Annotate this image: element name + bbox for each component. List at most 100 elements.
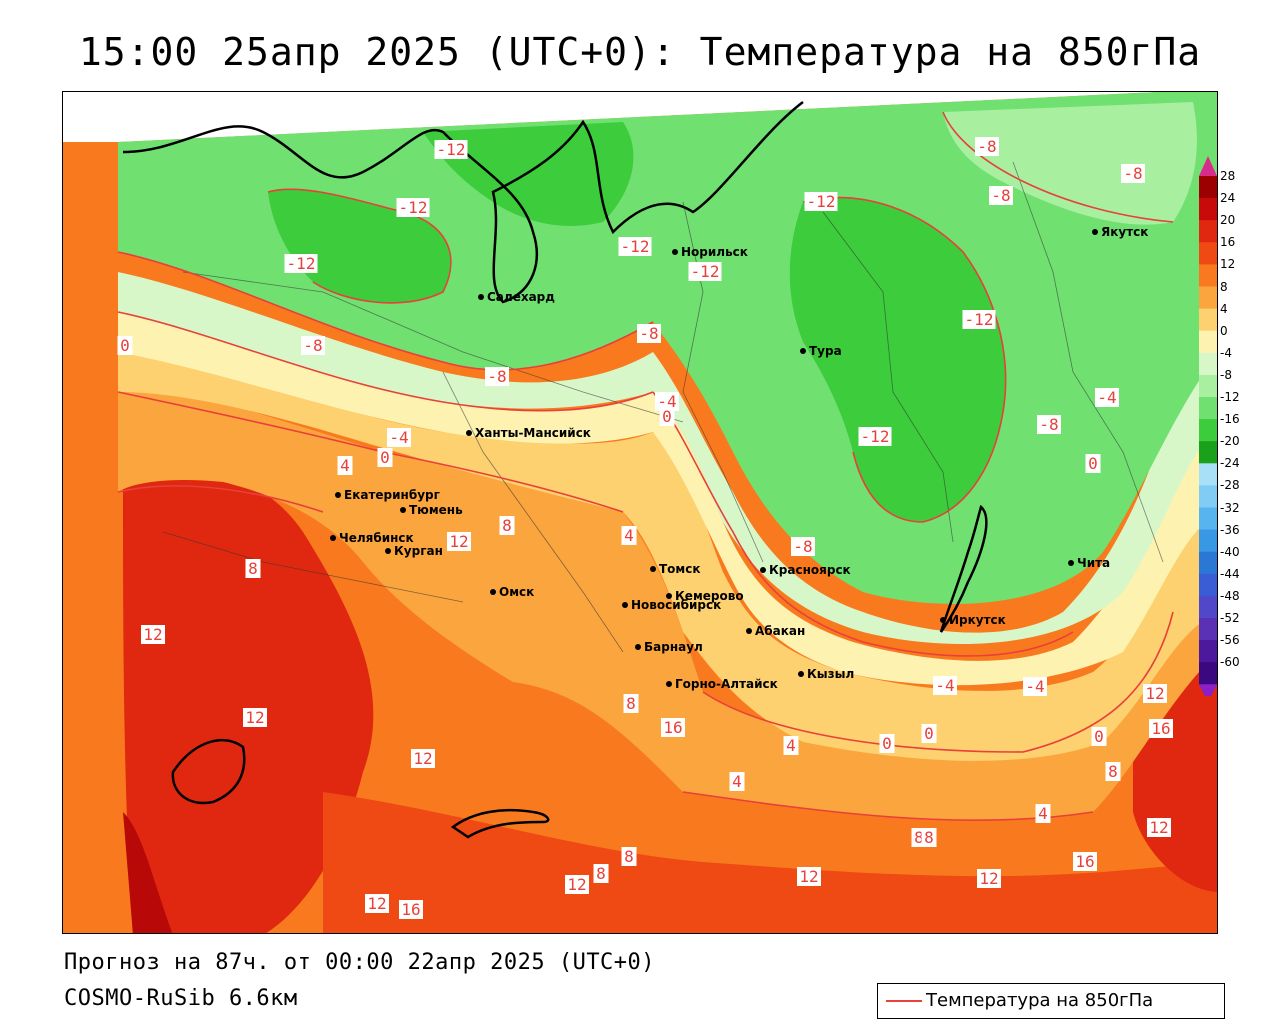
isotherm-label-text: 8 bbox=[914, 828, 924, 847]
colorbar-tick-label: -52 bbox=[1220, 611, 1240, 625]
isotherm-label-text: 0 bbox=[120, 336, 130, 355]
isotherm-label: 0 bbox=[879, 734, 895, 753]
baikal-lake bbox=[939, 504, 988, 633]
isotherm-label: 8 bbox=[245, 559, 261, 578]
city-dot bbox=[666, 593, 672, 599]
isotherm-label-text: 8 bbox=[502, 516, 512, 535]
colorbar-swatch bbox=[1199, 507, 1217, 531]
isotherm-label: -8 bbox=[637, 324, 661, 343]
isotherm-label: -8 bbox=[989, 186, 1013, 205]
isotherm-label: 12 bbox=[565, 875, 589, 894]
city-label: Курган bbox=[394, 544, 443, 558]
isotherm-label: 4 bbox=[621, 526, 637, 545]
isotherm-label-text: 12 bbox=[567, 875, 586, 894]
isotherm-label-text: 12 bbox=[979, 869, 998, 888]
legend-line-swatch bbox=[886, 1000, 922, 1002]
isotherm-label-text: 8 bbox=[248, 559, 258, 578]
city-dot bbox=[760, 567, 766, 573]
isotherm-label: 12 bbox=[243, 708, 267, 727]
city-label: Салехард bbox=[487, 290, 555, 304]
colorbar-swatch bbox=[1199, 463, 1217, 486]
colorbar-tick-label: -12 bbox=[1220, 390, 1240, 404]
colorbar-tick-label: -24 bbox=[1220, 456, 1240, 471]
isotherm-label-text: 8 bbox=[924, 828, 934, 847]
city-dot bbox=[1092, 229, 1098, 235]
colorbar-tick-label: 12 bbox=[1220, 257, 1236, 272]
isotherm-label-text: 12 bbox=[1145, 684, 1164, 703]
isotherm-lines bbox=[117, 111, 1174, 822]
isotherm-label: 16 bbox=[1149, 719, 1173, 738]
isotherm-label: 0 bbox=[659, 407, 675, 426]
isotherm-label-text: 12 bbox=[245, 708, 264, 727]
field-minus4 bbox=[118, 272, 1217, 644]
isotherm-label: -12 bbox=[434, 140, 468, 159]
colorbar-swatch bbox=[1199, 529, 1217, 553]
isotherm-label-text: -12 bbox=[287, 254, 316, 273]
isotherm-label-text: 0 bbox=[1094, 727, 1104, 746]
colorbar-swatch bbox=[1199, 441, 1217, 464]
aral-sea bbox=[171, 738, 246, 805]
colorbar-swatch bbox=[1199, 242, 1217, 265]
city-dot bbox=[666, 681, 672, 687]
field-16-southwest bbox=[123, 468, 374, 933]
colorbar-tick-label: -28 bbox=[1220, 478, 1240, 493]
colorbar-swatch bbox=[1199, 198, 1217, 221]
isotherm-label-text: 4 bbox=[786, 736, 796, 755]
isotherm-label-text: 0 bbox=[882, 734, 892, 753]
colorbar-swatch bbox=[1199, 176, 1217, 199]
colorbar-bottom-arrow bbox=[1199, 684, 1217, 696]
isotherm-label: 8 bbox=[499, 516, 515, 535]
city-dot bbox=[798, 671, 804, 677]
isotherm-label-text: -12 bbox=[399, 198, 428, 217]
city-label: Чита bbox=[1077, 556, 1110, 570]
isotherm-label-text: 12 bbox=[367, 894, 386, 913]
isotherm-label: 12 bbox=[797, 867, 821, 886]
isotherm-label: 16 bbox=[661, 718, 685, 737]
colorbar-tick-label: -56 bbox=[1220, 633, 1240, 648]
colorbar-tick-label: -32 bbox=[1220, 500, 1240, 515]
colorbar-tick-label: 4 bbox=[1220, 301, 1228, 316]
isotherm-label-text: 8 bbox=[626, 694, 636, 713]
colorbar-swatch bbox=[1199, 618, 1217, 641]
city-label: Иркутск bbox=[949, 613, 1006, 627]
colorbar-swatch bbox=[1199, 397, 1217, 420]
isotherm-label-text: -12 bbox=[691, 262, 720, 281]
colorbar-swatch bbox=[1199, 286, 1217, 310]
isotherm-label-text: -12 bbox=[621, 237, 650, 256]
isotherm-label: 8 bbox=[1105, 762, 1121, 781]
city-dot bbox=[478, 294, 484, 300]
city-dot bbox=[400, 507, 406, 513]
isotherm-label-text: -12 bbox=[861, 427, 890, 446]
map-area[interactable]: Норильск Якутск Салехард Тура Ханты-Мансийск… bbox=[62, 91, 1218, 934]
forecast-info: Прогноз на 87ч. от 00:00 22апр 2025 (UTC… bbox=[64, 950, 656, 975]
isotherm-label: -12 bbox=[688, 262, 722, 281]
isotherm-label: -4 bbox=[933, 676, 957, 695]
city-label: Якутск bbox=[1101, 225, 1148, 239]
isotherm-label: 8 bbox=[921, 828, 937, 847]
colorbar-tick-label: -16 bbox=[1220, 412, 1240, 427]
isotherm-label: 0 bbox=[377, 448, 393, 467]
isotherm-label: 8 bbox=[593, 864, 609, 883]
isotherm-label: 4 bbox=[1035, 804, 1051, 823]
isotherm-label-text: 12 bbox=[449, 532, 468, 551]
isotherm-label-text: 0 bbox=[1088, 454, 1098, 473]
isotherm-label: -4 bbox=[387, 428, 411, 447]
field-20-southwest bbox=[123, 812, 173, 933]
city-dot bbox=[635, 644, 641, 650]
city-dot bbox=[800, 348, 806, 354]
isotherm-label-text: -4 bbox=[935, 676, 954, 695]
isotherm-label: 0 bbox=[1085, 454, 1101, 473]
city-dot bbox=[335, 492, 341, 498]
colorbar-tick-label: 24 bbox=[1220, 191, 1236, 206]
legend-label: Температура на 850гПа bbox=[926, 990, 1154, 1011]
colorbar-tick-label: -20 bbox=[1220, 434, 1240, 449]
city-label: Норильск bbox=[681, 245, 748, 259]
isotherm-label: 8 bbox=[621, 847, 637, 866]
isotherm-label: -4 bbox=[1023, 677, 1047, 696]
colorbar: 28 24 20 16 12 8 4 0 -4 -8 -12 -16 -20 -24 -28 -32 -36 -4… bbox=[1198, 156, 1278, 696]
isotherm-label-text: 16 bbox=[663, 718, 682, 737]
city-dot bbox=[650, 566, 656, 572]
isotherm-label-text: -12 bbox=[965, 310, 994, 329]
colorbar-tick-label: 28 bbox=[1220, 169, 1236, 183]
city-label: Барнаул bbox=[644, 640, 703, 654]
